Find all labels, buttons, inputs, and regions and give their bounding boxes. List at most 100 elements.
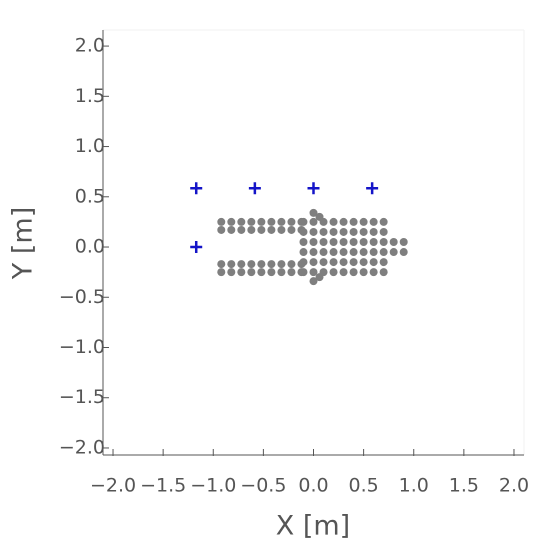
y-tick-label: 1.5 xyxy=(75,85,105,107)
point xyxy=(217,268,226,277)
point xyxy=(299,268,308,277)
x-tick-label: 2.0 xyxy=(499,475,529,497)
point xyxy=(329,237,338,246)
point xyxy=(277,268,286,277)
point xyxy=(247,260,256,269)
point xyxy=(257,268,266,277)
point xyxy=(267,225,276,234)
point xyxy=(299,248,308,257)
point xyxy=(329,258,338,267)
point xyxy=(379,268,388,277)
point xyxy=(227,217,236,226)
point xyxy=(287,260,296,269)
point xyxy=(277,217,286,226)
y-axis-label: Y [m] xyxy=(8,207,39,280)
point xyxy=(379,237,388,246)
x-tick-label: −2.0 xyxy=(90,475,136,497)
point xyxy=(309,277,318,286)
point xyxy=(257,217,266,226)
point xyxy=(319,237,328,246)
plus-marker xyxy=(248,182,261,195)
plus-marker xyxy=(190,182,203,195)
y-tick-label: 1.0 xyxy=(75,135,105,157)
point xyxy=(369,268,378,277)
point xyxy=(379,227,388,236)
point xyxy=(399,248,408,257)
point xyxy=(227,268,236,277)
point xyxy=(319,227,328,236)
point xyxy=(379,258,388,267)
point xyxy=(277,225,286,234)
point xyxy=(369,248,378,257)
point xyxy=(369,237,378,246)
point xyxy=(217,260,226,269)
point xyxy=(339,217,348,226)
point xyxy=(339,258,348,267)
point xyxy=(329,227,338,236)
point xyxy=(359,258,368,267)
point xyxy=(257,225,266,234)
y-tick-label: 2.0 xyxy=(75,35,105,57)
point xyxy=(315,212,324,221)
point xyxy=(329,217,338,226)
point xyxy=(329,248,338,257)
point xyxy=(267,260,276,269)
point xyxy=(339,227,348,236)
point xyxy=(287,225,296,234)
point xyxy=(315,273,324,282)
point xyxy=(349,237,358,246)
point xyxy=(227,225,236,234)
y-tick-label: −0.5 xyxy=(59,286,105,308)
point xyxy=(369,227,378,236)
point xyxy=(339,268,348,277)
point xyxy=(359,268,368,277)
point xyxy=(309,237,318,246)
point xyxy=(299,237,308,246)
point xyxy=(247,217,256,226)
plus-marker xyxy=(307,182,320,195)
point xyxy=(299,258,308,267)
y-tick-label: −1.0 xyxy=(59,336,105,358)
point xyxy=(237,268,246,277)
point xyxy=(349,268,358,277)
point xyxy=(227,260,236,269)
point xyxy=(379,217,388,226)
point xyxy=(379,248,388,257)
point xyxy=(339,237,348,246)
y-tick-label: 0.0 xyxy=(75,236,105,258)
point xyxy=(339,248,348,257)
x-axis-label: X [m] xyxy=(276,511,350,542)
point xyxy=(359,227,368,236)
point xyxy=(217,217,226,226)
plus-marker xyxy=(366,182,379,195)
point xyxy=(309,258,318,267)
point xyxy=(349,258,358,267)
plus-marker xyxy=(190,241,203,254)
point xyxy=(299,217,308,226)
point xyxy=(399,237,408,246)
point xyxy=(349,217,358,226)
point xyxy=(267,217,276,226)
point xyxy=(237,225,246,234)
x-tick-label: −1.5 xyxy=(140,475,186,497)
point xyxy=(359,217,368,226)
point xyxy=(309,268,318,277)
point xyxy=(309,248,318,257)
point xyxy=(319,248,328,257)
point xyxy=(299,227,308,236)
point xyxy=(389,237,398,246)
point xyxy=(247,225,256,234)
point xyxy=(369,217,378,226)
point xyxy=(369,258,378,267)
point xyxy=(247,268,256,277)
point xyxy=(217,225,226,234)
x-tick-label: −1.0 xyxy=(190,475,236,497)
point xyxy=(237,260,246,269)
point xyxy=(309,217,318,226)
point xyxy=(267,268,276,277)
point xyxy=(329,268,338,277)
point xyxy=(287,217,296,226)
y-tick-label: −1.5 xyxy=(59,386,105,408)
point xyxy=(319,258,328,267)
